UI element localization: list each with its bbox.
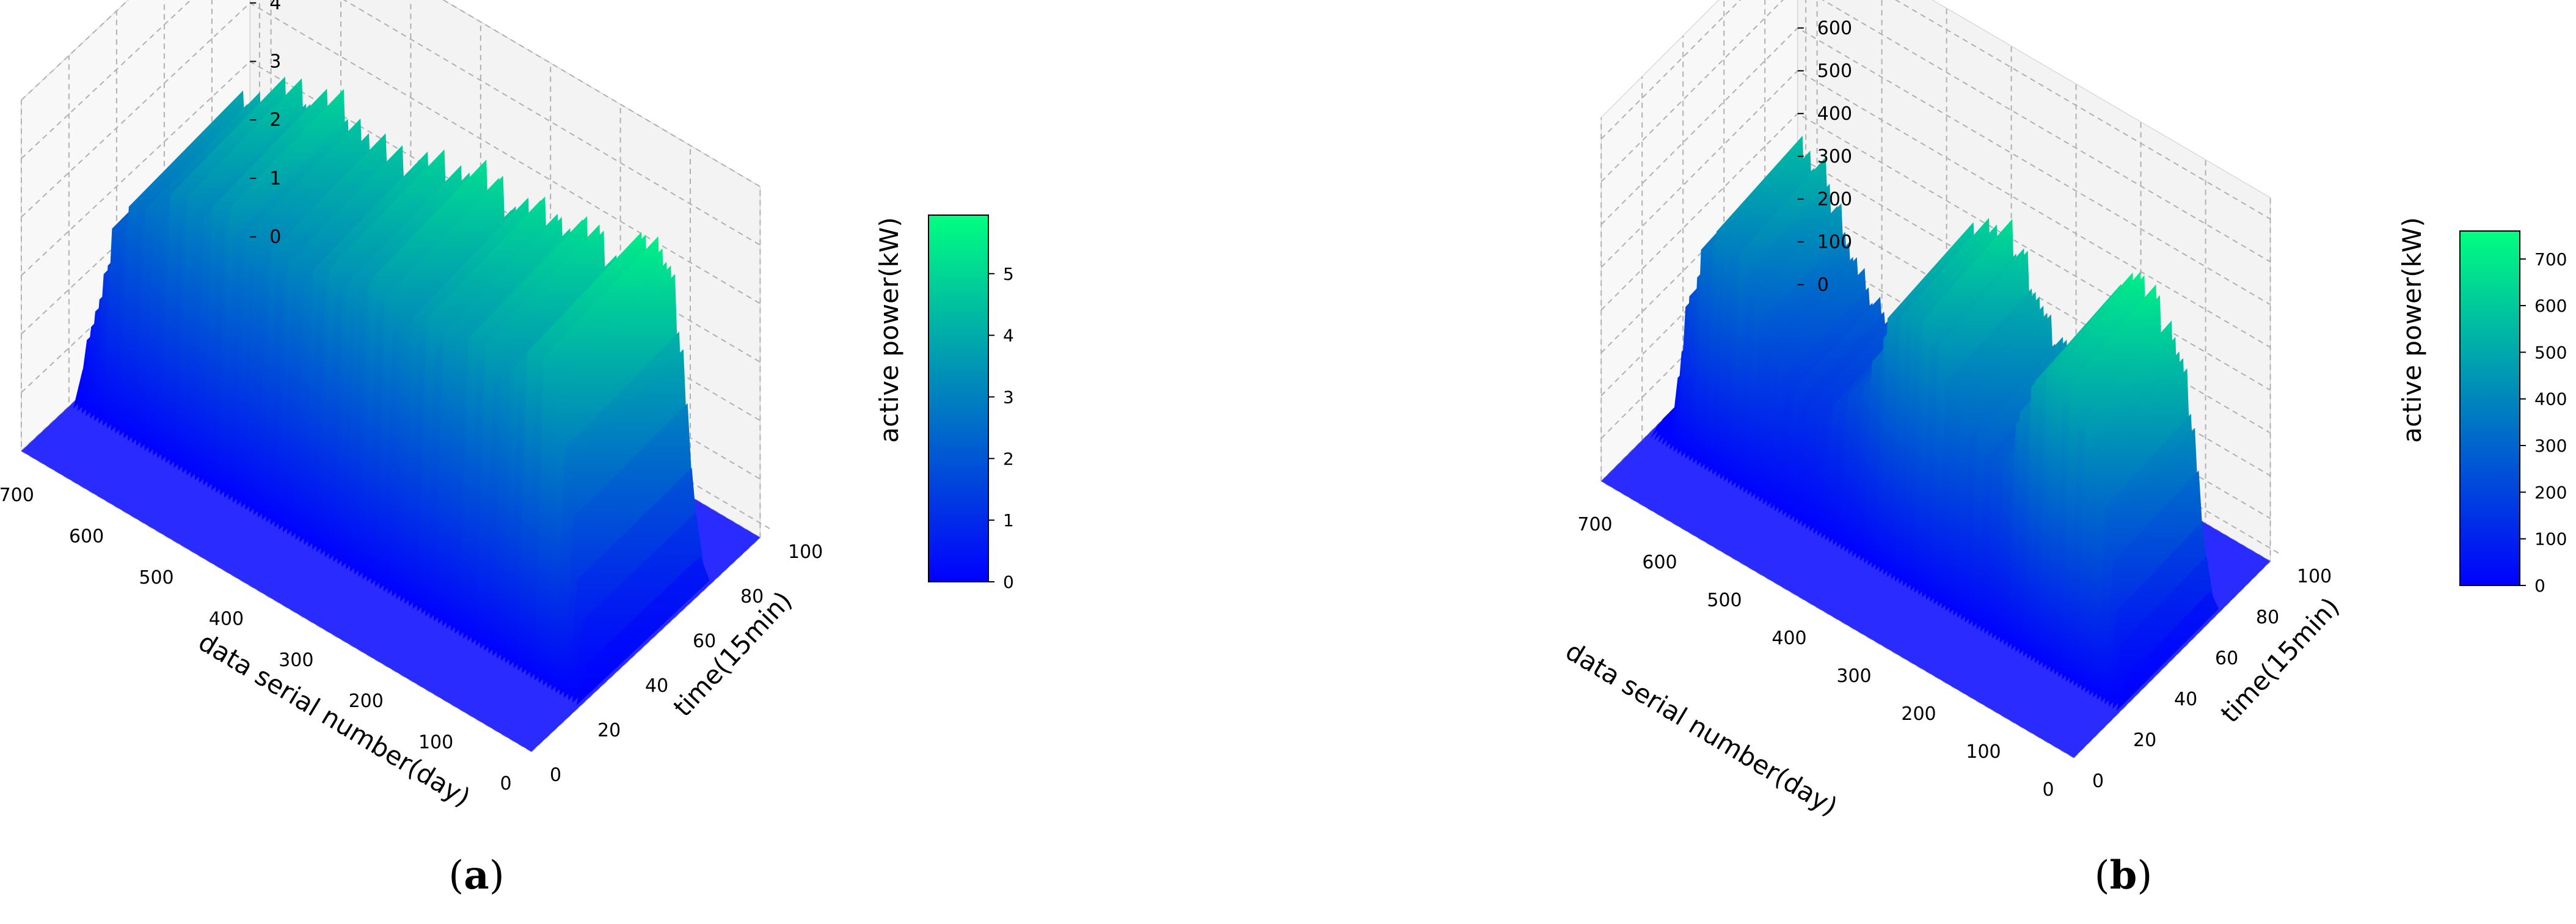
colorbar: 0 100 200 300 400 500 600 700 bbox=[2459, 230, 2567, 596]
surface bbox=[21, 76, 761, 752]
y-tick-label: 80 bbox=[2256, 607, 2279, 628]
y-tick-label: 40 bbox=[645, 675, 668, 697]
z-tick-label: 500 bbox=[1817, 61, 1852, 82]
y-tick-label: 80 bbox=[740, 586, 764, 607]
caption-b: (b) bbox=[2094, 853, 2153, 898]
z-tick-label: 2 bbox=[269, 109, 281, 131]
surface bbox=[1601, 136, 2271, 758]
axis-ticks: 0 100 200 300 400 500 600 700 0 20 40 60 80 100 0 100 20… bbox=[1577, 18, 2332, 801]
z-tick-label: 1 bbox=[269, 168, 281, 189]
x-tick-label: 300 bbox=[1836, 666, 1871, 687]
z-gridline bbox=[1600, 0, 2271, 263]
x-tick-label: 700 bbox=[1577, 514, 1612, 535]
subplot-a: 0100200300400500600700020406080100012345… bbox=[0, 0, 1014, 898]
x-tick-label: 600 bbox=[69, 526, 104, 548]
z-gridline bbox=[21, 0, 761, 246]
colorbar-tick-label: 200 bbox=[2534, 482, 2567, 502]
z-tick-label: 3 bbox=[269, 51, 281, 72]
y-tick-label: 60 bbox=[2215, 648, 2238, 669]
x-tick-label: 0 bbox=[2042, 779, 2054, 801]
colorbar-gradient bbox=[928, 215, 989, 582]
x-tick-label: 700 bbox=[0, 485, 34, 506]
x-tick-label: 200 bbox=[349, 691, 384, 712]
colorbar-tick-label: 5 bbox=[1003, 264, 1014, 284]
colorbar: 0 1 2 3 4 5 bbox=[928, 215, 1014, 592]
x-tick-label: 100 bbox=[418, 732, 453, 754]
x-tick-label: 100 bbox=[1966, 741, 2001, 763]
z-tick-label: 4 bbox=[269, 0, 281, 14]
colorbar-tick-label: 700 bbox=[2534, 249, 2567, 270]
z-tick-label: 200 bbox=[1817, 189, 1852, 210]
colorbar-tick-label: 600 bbox=[2534, 296, 2567, 316]
colorbar-tick-label: 0 bbox=[1003, 572, 1014, 592]
surface-plot-a: 0100200300400500600700020406080100012345… bbox=[0, 0, 1014, 813]
colorbar-tick-label: 2 bbox=[1003, 449, 1014, 469]
z-gridline bbox=[1600, 0, 2271, 220]
z-tick-label: 0 bbox=[1817, 274, 1829, 296]
colorbar-tick-label: 3 bbox=[1003, 387, 1014, 407]
y-tick-label: 20 bbox=[2133, 730, 2156, 751]
surface-plot-b: 0 100 200 300 400 500 600 700 0 20 40 60 80 100 0 100 20… bbox=[1561, 0, 2567, 822]
y-tick-label: 100 bbox=[2297, 566, 2332, 587]
x-tick-label: 500 bbox=[139, 567, 173, 588]
z-axis-label: active power(kW) bbox=[874, 217, 904, 442]
x-tick-label: 400 bbox=[209, 608, 244, 629]
x-tick-label: 200 bbox=[1901, 703, 1936, 725]
colorbar-tick-label: 400 bbox=[2534, 389, 2567, 409]
y-tick-label: 100 bbox=[788, 541, 823, 563]
x-tick-label: 600 bbox=[1642, 552, 1677, 573]
colorbar-tick-label: 500 bbox=[2534, 342, 2567, 362]
colorbar-tick-label: 300 bbox=[2534, 436, 2567, 456]
colorbar-gradient bbox=[2459, 230, 2520, 586]
z-tick-label: 600 bbox=[1817, 18, 1852, 39]
z-tick-label: 300 bbox=[1817, 146, 1852, 167]
x-tick-label: 0 bbox=[500, 773, 511, 794]
y-tick-label: 40 bbox=[2174, 689, 2197, 710]
z-axis-label: active power(kW) bbox=[2397, 217, 2427, 442]
y-tick-label: 0 bbox=[550, 765, 561, 786]
y-tick-label: 0 bbox=[2092, 771, 2104, 792]
surface-slice bbox=[2116, 591, 2219, 711]
z-tick-label: 100 bbox=[1817, 232, 1852, 253]
x-tick-label: 500 bbox=[1707, 590, 1742, 611]
colorbar-tick-label: 4 bbox=[1003, 326, 1014, 346]
z-tick-label: 0 bbox=[269, 227, 281, 248]
x-tick-label: 400 bbox=[1771, 628, 1806, 649]
caption-b-letter: b bbox=[2109, 853, 2137, 898]
subplot-b: 0 100 200 300 400 500 600 700 0 20 40 60 80 100 0 100 20… bbox=[1288, 0, 2576, 924]
z-tick-label: 400 bbox=[1817, 103, 1852, 125]
axis-ticks: 0100200300400500600700020406080100012345… bbox=[0, 0, 823, 794]
caption-a: (a) bbox=[448, 853, 505, 898]
caption-a-letter: a bbox=[464, 853, 489, 898]
y-gridline bbox=[1641, 76, 2115, 717]
colorbar-tick-label: 0 bbox=[2534, 576, 2545, 596]
x-axis-label: data serial number(day) bbox=[1561, 636, 1843, 821]
surface-slice bbox=[576, 556, 710, 706]
x-tick-label: 300 bbox=[279, 650, 313, 671]
colorbar-tick-label: 100 bbox=[2534, 529, 2567, 549]
colorbar-tick-label: 1 bbox=[1003, 510, 1014, 530]
y-gridline bbox=[1600, 117, 2074, 758]
z-gridline bbox=[21, 0, 761, 188]
y-tick-label: 60 bbox=[693, 631, 716, 652]
y-tick-label: 20 bbox=[597, 720, 621, 741]
